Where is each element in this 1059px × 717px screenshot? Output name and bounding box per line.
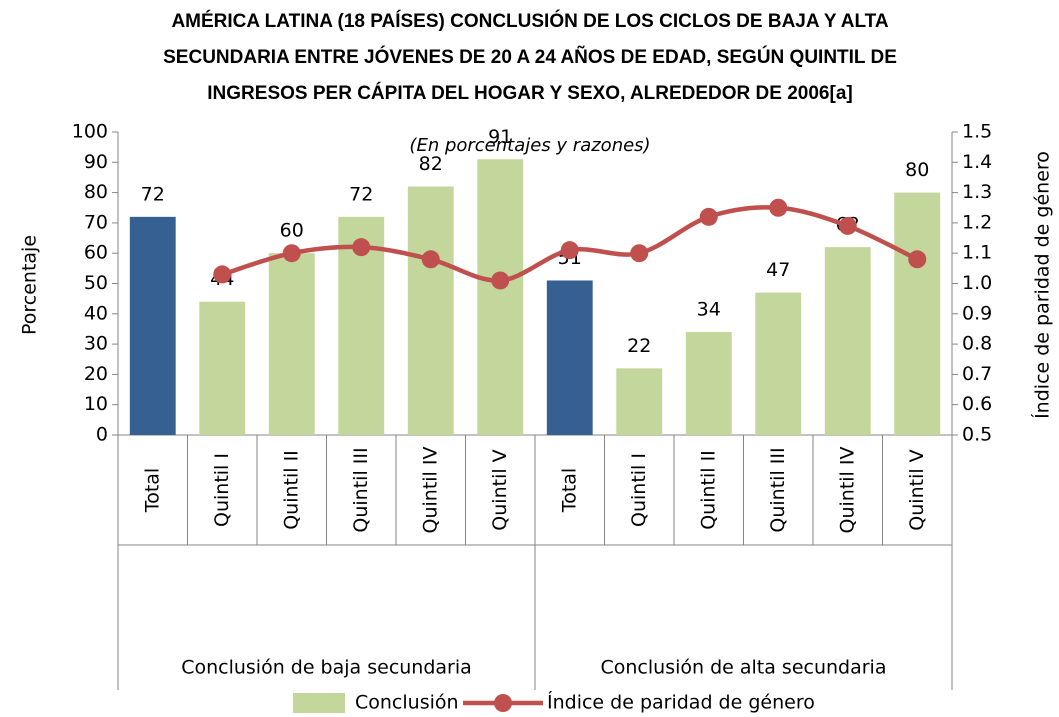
bar (199, 301, 246, 435)
line-marker (769, 198, 788, 217)
y-tick-label: 0 (96, 424, 108, 446)
line-marker (352, 238, 371, 257)
bar (755, 292, 802, 435)
y2-tick-label: 0.6 (962, 393, 992, 415)
y-tick-label: 100 (72, 121, 108, 143)
bar (477, 159, 524, 435)
x-tick-label: Quintil I (628, 453, 650, 527)
line-marker (421, 250, 440, 269)
line-marker (908, 250, 927, 269)
y2-tick-label: 1.3 (962, 181, 992, 203)
data-label: 47 (766, 259, 790, 281)
x-tick-label: Quintil V (906, 449, 928, 530)
y-tick-label: 10 (84, 393, 108, 415)
bar (894, 192, 941, 435)
y-tick-label: 80 (84, 181, 108, 203)
y-tick-label: 50 (84, 272, 108, 294)
y2-axis-label: Índice de paridad de género (1031, 151, 1054, 419)
x-tick-label: Quintil II (280, 450, 302, 530)
y2-tick-label: 0.5 (962, 424, 992, 446)
data-label: 82 (419, 153, 443, 175)
chart-subtitle: (En porcentajes y razones) (409, 135, 650, 156)
line-marker (213, 265, 232, 284)
y-tick-label: 70 (84, 211, 108, 233)
x-tick-label: Quintil IV (419, 447, 441, 534)
group-label: Conclusión de baja secundaria (181, 657, 472, 679)
bar (824, 247, 871, 435)
x-tick-label: Total (141, 468, 163, 513)
x-tick-label: Quintil IV (836, 447, 858, 534)
line-marker (630, 244, 649, 263)
x-tick-label: Quintil I (211, 453, 233, 527)
data-label: 72 (141, 183, 165, 205)
bar (407, 186, 454, 435)
y2-tick-label: 1.0 (962, 272, 992, 294)
y2-tick-label: 1.5 (962, 121, 992, 143)
data-label: 60 (280, 220, 304, 242)
y-tick-label: 60 (84, 242, 108, 264)
chart-title: INGRESOS PER CÁPITA DEL HOGAR Y SEXO, AL… (207, 82, 852, 104)
line-marker (838, 216, 857, 235)
y-tick-label: 20 (84, 363, 108, 385)
x-tick-label: Quintil III (767, 447, 789, 532)
x-tick-label: Quintil II (697, 450, 719, 530)
data-label: 80 (905, 159, 929, 181)
y2-tick-label: 1.1 (962, 242, 992, 264)
bar (685, 331, 732, 435)
chart-title: AMÉRICA LATINA (18 PAÍSES) CONCLUSIÓN DE… (171, 10, 888, 32)
legend-swatch (494, 694, 512, 712)
y-tick-label: 30 (84, 333, 108, 355)
y-tick-label: 40 (84, 302, 108, 324)
y2-tick-label: 1.4 (962, 151, 992, 173)
legend-swatch (293, 693, 345, 713)
bar (546, 280, 593, 435)
data-label: 34 (697, 298, 721, 320)
data-label: 72 (349, 183, 373, 205)
legend-label: Índice de paridad de género (547, 691, 815, 714)
data-label: 22 (627, 335, 651, 357)
y2-tick-label: 1.2 (962, 211, 992, 233)
y-tick-label: 90 (84, 151, 108, 173)
line-marker (699, 207, 718, 226)
bar (268, 253, 315, 435)
line-marker (560, 241, 579, 260)
line-marker (282, 244, 301, 263)
y2-tick-label: 0.7 (962, 363, 992, 385)
y2-tick-label: 0.9 (962, 302, 992, 324)
x-tick-label: Total (558, 468, 580, 513)
legend-label: Conclusión (355, 692, 459, 714)
chart-title: SECUNDARIA ENTRE JÓVENES DE 20 A 24 AÑOS… (163, 46, 897, 68)
group-label: Conclusión de alta secundaria (601, 657, 887, 679)
y2-tick-label: 0.8 (962, 333, 992, 355)
data-label: 91 (488, 126, 512, 148)
x-tick-label: Quintil V (489, 449, 511, 530)
line-marker (491, 271, 510, 290)
bar (616, 368, 663, 435)
y-axis-label: Porcentaje (19, 235, 41, 335)
bar (129, 216, 176, 435)
x-tick-label: Quintil III (350, 447, 372, 532)
